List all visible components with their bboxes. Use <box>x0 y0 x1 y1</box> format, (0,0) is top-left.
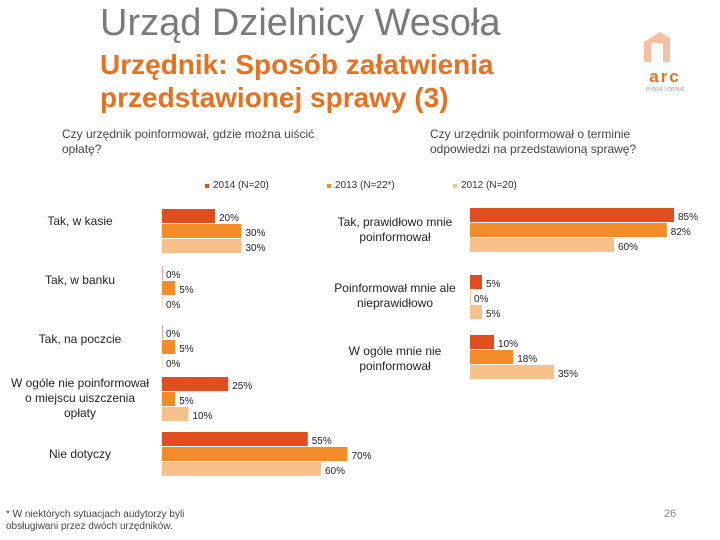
chart2-bar-1-2 <box>470 305 482 319</box>
chart1-bar-0-0 <box>162 209 215 223</box>
footnote: * W niektórych sytuacjach audytorzy byli… <box>6 509 185 532</box>
chart1-bar-3-0 <box>162 377 229 391</box>
chart2-label-1-0: 5% <box>486 279 501 290</box>
chart1-bar-0-1 <box>162 224 242 238</box>
legend-2014-swatch <box>205 183 209 188</box>
chart1-bar-2-2 <box>162 355 163 369</box>
chart2-label-2-1: 18% <box>517 354 537 365</box>
chart2-label-2-0: 10% <box>498 339 518 350</box>
chart1-bar-1-0 <box>162 266 163 280</box>
chart1-bar-0-2 <box>162 239 242 253</box>
chart2-bar-0-1 <box>470 223 667 237</box>
logo-tagline: RYNEK I OPINIA <box>646 87 685 93</box>
chart2-bar-2-2 <box>470 365 554 379</box>
chart1-bar-4-0 <box>162 432 308 446</box>
logo-text: arc <box>649 67 681 86</box>
chart2-cat-0: Tak, prawidłowo mnie poinformował <box>337 215 453 244</box>
chart2-bar-0-0 <box>470 208 674 222</box>
chart2-label-0-0: 85% <box>678 212 698 223</box>
chart1-label-4-2: 60% <box>325 466 345 477</box>
chart1-bar-4-1 <box>162 447 348 461</box>
chart1-cat-4: Nie dotyczy <box>48 447 112 461</box>
legend-2013-swatch <box>327 183 331 188</box>
chart1-label-1-1: 5% <box>179 285 194 296</box>
chart1-bar-4-2 <box>162 462 321 476</box>
chart2-question: Czy urzędnik poinformował o terminie odp… <box>430 127 637 156</box>
chart2-label-1-2: 5% <box>486 309 501 320</box>
chart1-bar-3-2 <box>162 407 189 421</box>
arc-logo: arc RYNEK I OPINIA <box>644 32 685 93</box>
chart1-cat-0: Tak, w kasie <box>47 214 113 228</box>
chart2-bar-2-0 <box>470 335 494 349</box>
legend-2014: 2014 (N=20) <box>205 180 269 191</box>
chart2-bar-2-1 <box>470 350 514 364</box>
chart1-label-3-2: 10% <box>193 411 213 422</box>
chart1-bar-1-1 <box>162 281 176 295</box>
chart1-question: Czy urzędnik poinformował, gdzie można u… <box>62 127 315 156</box>
chart2-cat-1: Poinformował mnie ale nieprawidłowo <box>334 281 456 310</box>
chart1-label-2-1: 5% <box>179 344 194 355</box>
chart2-label-1-1: 0% <box>474 294 489 305</box>
page-subtitle: Urzędnik: Sposób załatwienia przedstawio… <box>100 49 494 113</box>
chart1-bar-1-2 <box>162 296 163 310</box>
chart1-label-3-1: 5% <box>179 396 194 407</box>
chart1-label-2-2: 0% <box>166 359 181 370</box>
chart2-label-2-2: 35% <box>558 369 578 380</box>
chart2-bar-0-2 <box>470 238 614 252</box>
legend-2012-label: 2012 (N=20) <box>461 180 517 191</box>
legend-2013-label: 2013 (N=22*) <box>335 180 395 191</box>
chart1-cat-2: Tak, na poczcie <box>38 332 122 346</box>
chart1-bar-3-1 <box>162 392 176 406</box>
chart1-label-0-2: 30% <box>246 243 266 254</box>
chart1-label-1-2: 0% <box>166 300 181 311</box>
legend-2013: 2013 (N=22*) <box>327 180 395 191</box>
chart1-cat-3: W ogóle nie poinformował o miejscu uiszc… <box>10 376 150 420</box>
chart1-label-4-1: 70% <box>352 451 372 462</box>
legend-2014-label: 2014 (N=20) <box>213 180 269 191</box>
chart2-cat-2: W ogóle mnie nie poinformował <box>348 344 442 373</box>
chart1-label-2-0: 0% <box>166 329 181 340</box>
chart1-label-1-0: 0% <box>166 270 181 281</box>
page-number: 26 <box>664 508 677 520</box>
chart2-bar-1-1 <box>470 290 471 304</box>
chart1-label-3-0: 25% <box>232 381 252 392</box>
chart1-cat-1: Tak, w banku <box>44 273 116 287</box>
chart2-label-0-1: 82% <box>671 227 691 238</box>
chart2-bar-1-0 <box>470 275 482 289</box>
legend-2012-swatch <box>453 183 457 188</box>
chart1-label-0-1: 30% <box>246 228 266 239</box>
chart2-label-0-2: 60% <box>618 242 638 253</box>
chart1-label-0-0: 20% <box>219 213 239 224</box>
legend-2012: 2012 (N=20) <box>453 180 517 191</box>
chart1-bar-2-1 <box>162 340 176 354</box>
page-title: Urząd Dzielnicy Wesoła <box>100 2 501 44</box>
chart1-bar-2-0 <box>162 325 163 339</box>
chart1-label-4-0: 55% <box>312 436 332 447</box>
